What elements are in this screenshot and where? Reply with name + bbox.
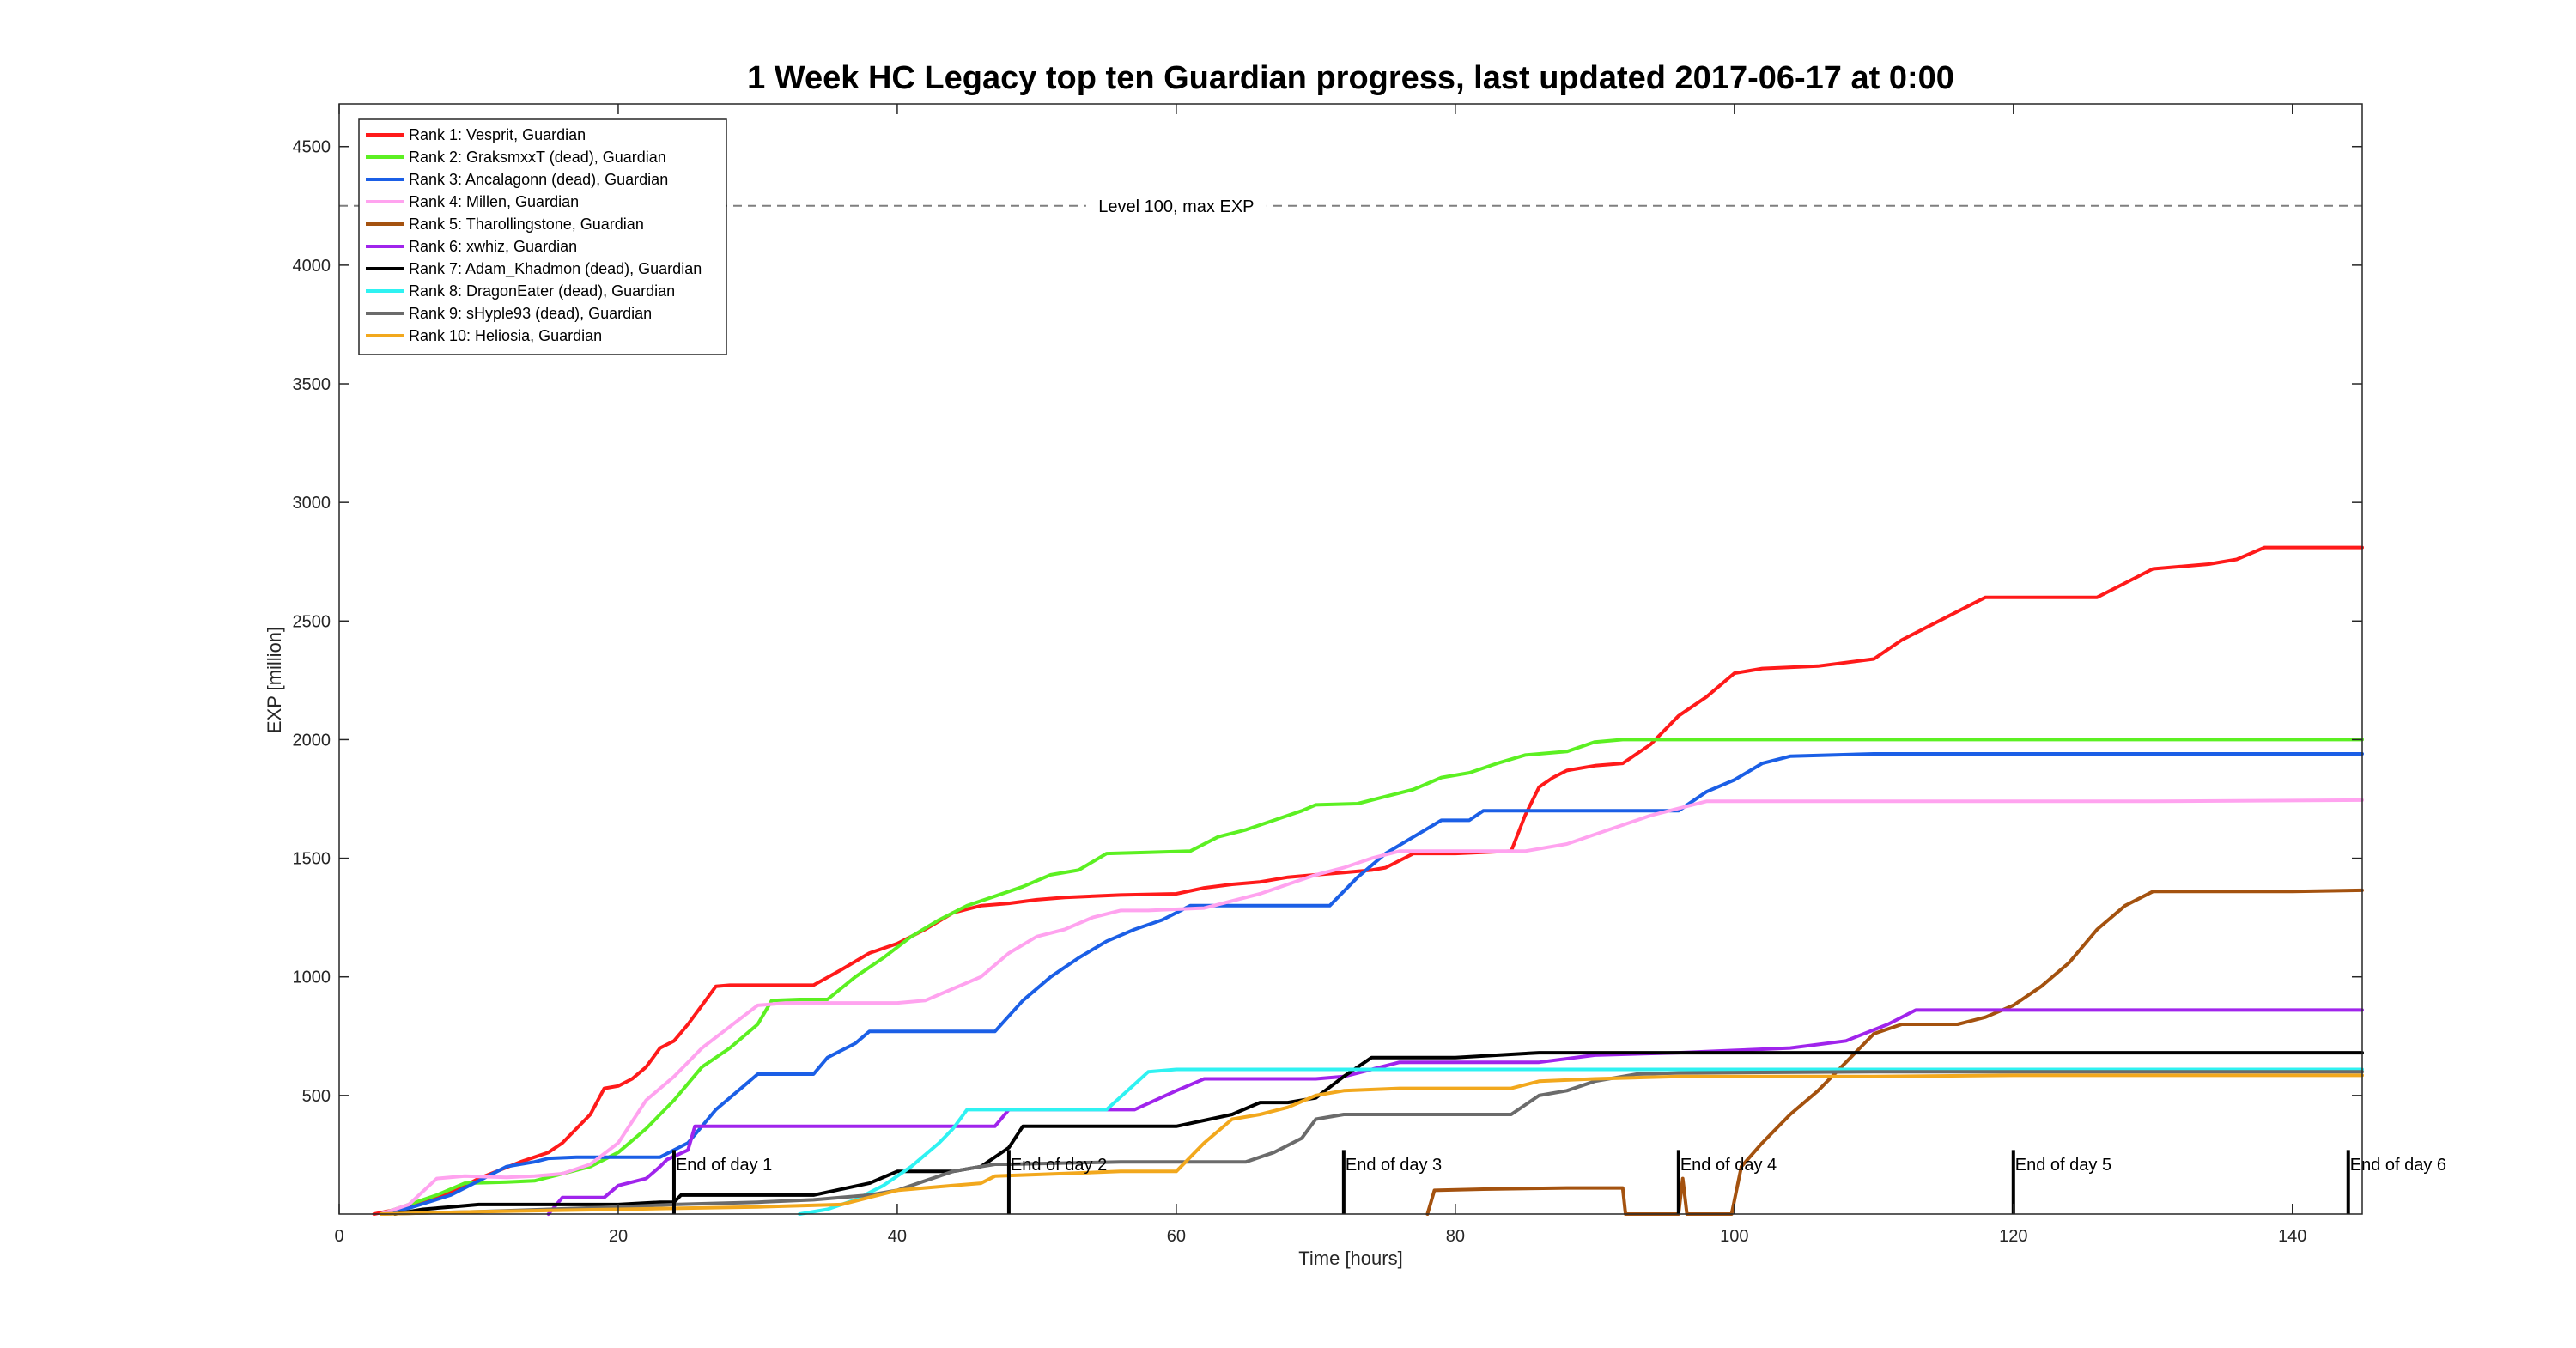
day-marker-label-4: End of day 4 — [1680, 1156, 1777, 1175]
day-marker-label-3: End of day 3 — [1346, 1156, 1442, 1175]
series-line-rank-2 — [379, 738, 2364, 1216]
x-tick-label-7: 140 — [2278, 1227, 2306, 1246]
legend-entry-3: Rank 3: Ancalagonn (dead), Guardian — [409, 171, 668, 188]
y-tick-label-0: 500 — [302, 1087, 331, 1106]
plot-area-border — [338, 103, 2363, 1215]
y-tick-label-3: 2000 — [293, 731, 331, 750]
y-tick-label-5: 3000 — [293, 494, 331, 513]
series-line-rank-6 — [546, 1008, 2364, 1216]
series-line-rank-1 — [372, 545, 2364, 1216]
day-marker-label-2: End of day 2 — [1011, 1156, 1107, 1175]
chart-title: 1 Week HC Legacy top ten Guardian progre… — [747, 60, 1954, 96]
legend-entry-10: Rank 10: Heliosia, Guardian — [409, 327, 602, 344]
x-tick-label-6: 120 — [1999, 1227, 2027, 1246]
reference-label-background — [1085, 193, 1267, 218]
x-tick-label-0: 0 — [334, 1227, 343, 1246]
legend-entry-7: Rank 7: Adam_Khadmon (dead), Guardian — [409, 260, 702, 278]
x-tick-label-1: 20 — [609, 1227, 628, 1246]
day-marker-label-6: End of day 6 — [2350, 1156, 2446, 1175]
x-tick-label-4: 80 — [1446, 1227, 1465, 1246]
y-tick-label-1: 1000 — [293, 968, 331, 987]
legend-entry-5: Rank 5: Tharollingstone, Guardian — [409, 216, 644, 233]
series-line-rank-9 — [379, 1070, 2364, 1216]
y-tick-label-6: 3500 — [293, 375, 331, 394]
day-marker-label-1: End of day 1 — [676, 1156, 772, 1175]
x-tick-label-5: 100 — [1720, 1227, 1748, 1246]
x-axis-label: Time [hours] — [1298, 1248, 1402, 1269]
legend-entry-6: Rank 6: xwhiz, Guardian — [409, 238, 577, 255]
legend-entry-1: Rank 1: Vesprit, Guardian — [409, 126, 586, 143]
series-line-rank-8 — [798, 1067, 2364, 1216]
y-tick-label-4: 2500 — [293, 612, 331, 631]
legend-entry-4: Rank 4: Millen, Guardian — [409, 193, 579, 210]
y-axis-label: EXP [million] — [264, 627, 285, 733]
day-marker-label-5: End of day 5 — [2015, 1156, 2111, 1175]
legend-entry-2: Rank 2: GraksmxxT (dead), Guardian — [409, 149, 666, 166]
series-line-rank-10 — [379, 1073, 2364, 1216]
legend-entry-8: Rank 8: DragonEater (dead), Guardian — [409, 282, 675, 300]
y-tick-label-7: 4000 — [293, 257, 331, 276]
y-tick-label-2: 1500 — [293, 850, 331, 869]
series-line-rank-7 — [393, 1051, 2364, 1216]
y-tick-label-8: 4500 — [293, 138, 331, 157]
series-group — [372, 545, 2364, 1216]
series-line-rank-5 — [1425, 888, 2364, 1216]
series-line-rank-4 — [379, 798, 2364, 1216]
legend-box — [358, 118, 727, 355]
reference-line-label: Level 100, max EXP — [1098, 197, 1254, 216]
x-tick-label-3: 60 — [1167, 1227, 1186, 1246]
legend: Rank 1: Vesprit, Guardian Rank 2: Graksmx… — [358, 118, 727, 355]
x-tick-label-2: 40 — [888, 1227, 907, 1246]
legend-entry-9: Rank 9: sHyple93 (dead), Guardian — [409, 305, 652, 322]
